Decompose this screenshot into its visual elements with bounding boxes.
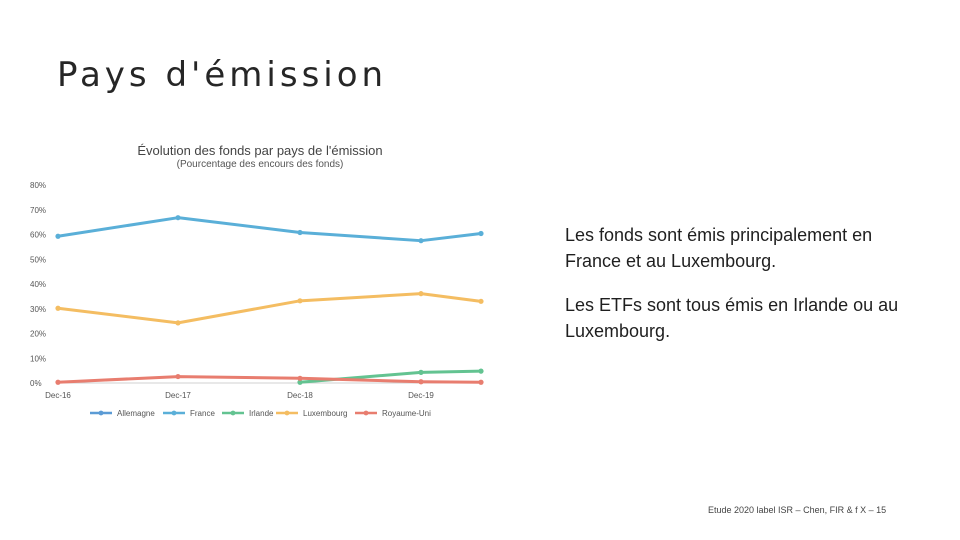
legend-marker xyxy=(171,410,177,416)
legend-label: France xyxy=(190,409,215,418)
data-point xyxy=(55,305,61,311)
y-tick-label: 80% xyxy=(30,181,46,190)
data-point xyxy=(175,320,181,326)
y-tick-label: 70% xyxy=(30,206,46,215)
x-tick-label: Dec-17 xyxy=(165,391,191,400)
legend-label: Irlande xyxy=(249,409,274,418)
data-point xyxy=(55,379,61,385)
x-tick-label: Dec-19 xyxy=(408,391,434,400)
legend-label: Luxembourg xyxy=(303,409,347,418)
legend-label: Royaume-Uni xyxy=(382,409,431,418)
data-point xyxy=(478,230,484,237)
data-point xyxy=(175,215,181,221)
y-tick-label: 20% xyxy=(30,330,46,339)
chart-subtitle: (Pourcentage des encours des fonds) xyxy=(176,159,344,170)
x-tick-label: Dec-18 xyxy=(287,391,313,400)
legend-label: Allemagne xyxy=(117,409,155,418)
data-point xyxy=(297,229,303,236)
series-line xyxy=(56,375,483,384)
footer-text: Etude 2020 label ISR – Chen, FIR & f X –… xyxy=(708,505,887,515)
legend-marker xyxy=(98,410,104,416)
data-point xyxy=(418,291,424,297)
data-point xyxy=(297,379,303,385)
y-tick-label: 40% xyxy=(30,280,46,289)
x-tick-label: Dec-16 xyxy=(45,391,71,400)
y-tick-label: 10% xyxy=(30,354,46,363)
bullet-text: Les ETFs sont tous émis en Irlande ou au… xyxy=(565,295,899,341)
page-title: Pays d'émission xyxy=(57,55,388,95)
data-point xyxy=(297,298,303,304)
data-point xyxy=(418,238,424,244)
y-tick-label: 50% xyxy=(30,255,46,264)
data-point xyxy=(175,373,181,380)
data-point xyxy=(418,379,424,385)
legend-marker xyxy=(363,410,369,416)
data-point xyxy=(478,298,484,304)
data-point xyxy=(418,369,424,375)
series-line xyxy=(56,216,483,243)
legend-marker xyxy=(230,410,236,416)
legend-marker xyxy=(284,410,290,416)
data-point xyxy=(478,379,484,385)
bullet-text: Les fonds sont émis principalement en Fr… xyxy=(565,225,873,271)
data-point xyxy=(297,375,303,381)
y-tick-label: 60% xyxy=(30,231,46,240)
data-point xyxy=(478,368,484,374)
y-tick-label: 30% xyxy=(30,305,46,314)
chart-title: Évolution des fonds par pays de l'émissi… xyxy=(137,143,383,158)
data-point xyxy=(55,233,61,239)
y-tick-label: 0% xyxy=(30,379,42,388)
series-line xyxy=(56,292,483,325)
